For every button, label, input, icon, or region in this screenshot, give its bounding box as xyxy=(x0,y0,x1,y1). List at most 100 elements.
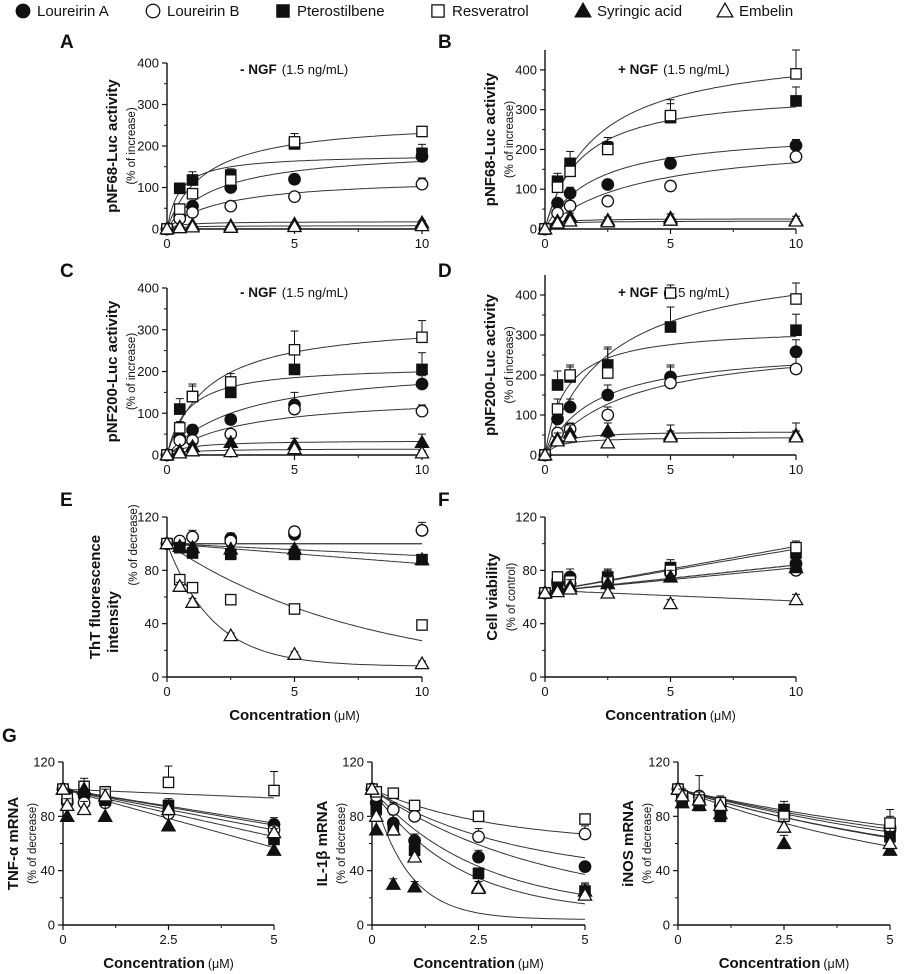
data-point-loureirin-a xyxy=(578,860,592,873)
data-point-embelin xyxy=(788,429,804,443)
x-tick-label: 0 xyxy=(163,462,170,477)
y-tick-label: 0 xyxy=(152,670,159,685)
data-point-embelin xyxy=(184,218,201,233)
y-tick-label: 100 xyxy=(137,180,159,195)
data-point-embelin xyxy=(406,849,423,863)
data-point-resveratrol xyxy=(601,367,614,379)
condition-bold: - NGF xyxy=(240,62,277,77)
data-point-loureirin-b xyxy=(386,803,400,816)
data-point-syringic-acid xyxy=(76,781,92,795)
condition-dose: (1.5 ng/mL) xyxy=(282,62,348,77)
data-point-embelin xyxy=(184,442,201,457)
legend-marker-resveratrol xyxy=(431,4,445,18)
data-point-loureirin-b xyxy=(288,525,301,539)
data-point-embelin xyxy=(364,781,380,795)
legend: Loureirin A Loureirin B Pterostilbene Resve… xyxy=(15,1,793,20)
y-axis-title: pNF200-Luc activity xyxy=(482,293,499,435)
data-point-embelin xyxy=(159,535,175,550)
y-axis-subtitle: (% of decrease) xyxy=(336,803,348,884)
panel-g1: 0 40 80 120 0 2.5 5 G TNF-α mRNA (% of decrease) C… xyxy=(2,726,282,972)
x-tick-label: 10 xyxy=(789,462,803,477)
y-tick-label: 40 xyxy=(350,863,364,878)
y-tick-label: 40 xyxy=(41,863,55,878)
y-tick-label: 120 xyxy=(33,755,55,770)
x-tick-label: 5 xyxy=(667,236,674,251)
panel-letter: G xyxy=(2,726,17,747)
data-point-pterostilbene xyxy=(416,363,428,376)
panel-letter: E xyxy=(60,490,73,511)
data-point-embelin xyxy=(286,646,303,660)
fit-curve-pterostilbene xyxy=(371,788,586,896)
data-point-embelin xyxy=(160,801,177,816)
y-tick-label: 300 xyxy=(137,322,159,337)
data-point-embelin xyxy=(691,792,707,806)
fit-curve-resveratrol xyxy=(62,788,275,799)
x-axis-title-text: Concentration xyxy=(229,707,331,724)
panel-letter: C xyxy=(60,261,74,282)
data-point-resveratrol xyxy=(416,331,428,344)
data-point-loureirin-b xyxy=(789,150,803,163)
data-point-embelin xyxy=(599,435,616,449)
series-embelin xyxy=(159,440,430,461)
data-point-embelin xyxy=(414,217,430,232)
data-point-embelin xyxy=(59,797,75,812)
data-point-resveratrol xyxy=(173,203,186,215)
x-tick-label: 10 xyxy=(789,684,803,699)
data-point-resveratrol xyxy=(664,287,677,299)
legend-marker-pterostilbene xyxy=(276,4,290,18)
y-tick-label: 400 xyxy=(515,62,537,77)
y-tick-label: 40 xyxy=(523,616,537,631)
x-tick-label: 5 xyxy=(270,932,277,947)
x-tick-label: 5 xyxy=(581,932,588,947)
data-point-embelin xyxy=(549,583,566,598)
series-resveratrol xyxy=(539,49,802,235)
data-point-embelin xyxy=(97,788,113,802)
data-point-resveratrol xyxy=(601,143,614,156)
data-point-syringic-acid xyxy=(674,794,690,809)
fit-curve-pterostilbene xyxy=(544,336,797,456)
x-tick-label: 5 xyxy=(667,462,674,477)
data-point-resveratrol xyxy=(408,799,421,812)
series-embelin xyxy=(537,581,804,610)
series-embelin xyxy=(670,781,898,850)
data-point-resveratrol xyxy=(224,174,237,186)
data-point-embelin xyxy=(788,591,804,606)
y-axis-subtitle: (% of increase) xyxy=(126,107,138,185)
x-axis-title: Concentration (μM) xyxy=(605,707,736,724)
data-point-loureirin-a xyxy=(563,400,577,414)
data-point-loureirin-a xyxy=(186,423,199,437)
series-embelin xyxy=(159,535,430,670)
x-axis-title: Concentration (μM) xyxy=(103,955,234,972)
data-point-resveratrol xyxy=(884,817,896,829)
data-point-loureirin-b xyxy=(578,827,592,841)
y-tick-label: 100 xyxy=(515,408,537,423)
y-axis-title: pNF200-Luc activity xyxy=(104,300,121,442)
x-axis-unit: (μM) xyxy=(710,709,736,723)
y-tick-label: 100 xyxy=(515,182,537,197)
y-axis-subtitle: (% of increase) xyxy=(126,333,138,411)
data-point-loureirin-a xyxy=(551,412,564,426)
data-point-embelin xyxy=(662,595,679,610)
y-axis-subtitle: (% of decrease) xyxy=(642,803,654,884)
x-axis-title: Concentration (μM) xyxy=(229,707,360,724)
condition-dose: (1.5 ng/mL) xyxy=(663,285,729,300)
data-point-pterostilbene xyxy=(173,403,186,415)
data-point-resveratrol xyxy=(224,593,237,606)
data-point-pterostilbene xyxy=(224,386,237,399)
data-point-syringic-acid xyxy=(286,541,303,555)
data-point-pterostilbene xyxy=(416,147,428,160)
fit-curve-loureirin-a xyxy=(166,161,423,230)
y-tick-label: 0 xyxy=(530,670,537,685)
data-point-embelin xyxy=(537,585,553,599)
data-point-syringic-acid xyxy=(406,879,423,893)
y-tick-label: 200 xyxy=(137,139,159,154)
data-point-embelin xyxy=(599,585,616,599)
data-point-embelin xyxy=(537,447,553,461)
data-point-embelin xyxy=(549,433,566,447)
legend-entry-pterostilbene: Pterostilbene xyxy=(276,3,385,20)
x-tick-label: 5 xyxy=(291,684,298,699)
data-point-loureirin-a xyxy=(601,388,615,402)
data-point-pterostilbene xyxy=(472,867,485,880)
